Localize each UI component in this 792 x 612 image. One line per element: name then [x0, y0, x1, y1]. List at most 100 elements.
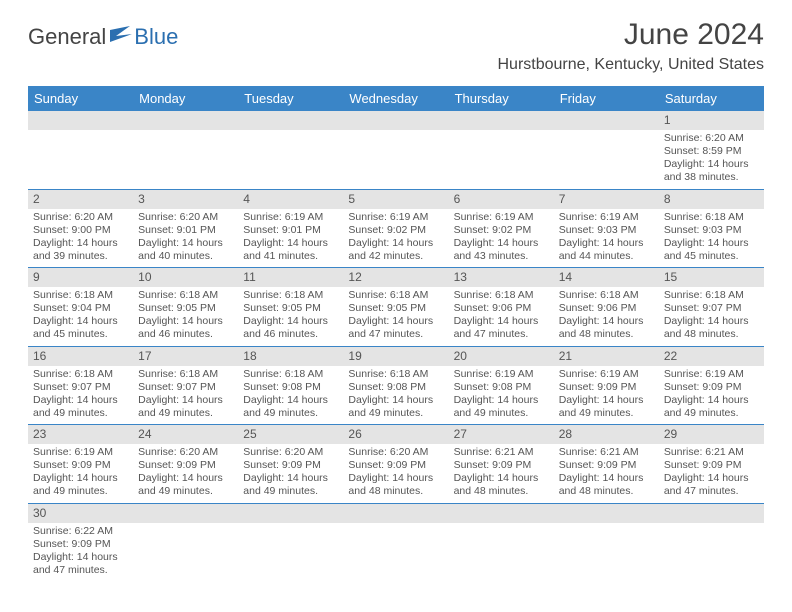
calendar-cell: 14Sunrise: 6:18 AMSunset: 9:06 PMDayligh… [554, 268, 659, 347]
calendar-body: 1Sunrise: 6:20 AMSunset: 8:59 PMDaylight… [28, 111, 764, 581]
calendar-cell: 4Sunrise: 6:19 AMSunset: 9:01 PMDaylight… [238, 189, 343, 268]
day-content: Sunrise: 6:20 AMSunset: 9:00 PMDaylight:… [28, 209, 133, 268]
sunset-label: Sunset: [559, 302, 595, 314]
sunrise-line: Sunrise: 6:18 AM [138, 289, 233, 302]
calendar-cell: 23Sunrise: 6:19 AMSunset: 9:09 PMDayligh… [28, 425, 133, 504]
day-content: Sunrise: 6:20 AMSunset: 9:01 PMDaylight:… [133, 209, 238, 268]
day-number: 14 [559, 270, 572, 284]
daylight-line: Daylight: 14 hours and 49 minutes. [138, 394, 233, 420]
day-content: Sunrise: 6:22 AMSunset: 9:09 PMDaylight:… [28, 523, 133, 582]
sunrise-label: Sunrise: [348, 211, 387, 223]
day-number-row [343, 504, 448, 523]
sunrise-line: Sunrise: 6:19 AM [33, 446, 128, 459]
sunrise-value: 6:19 AM [705, 368, 744, 380]
month-title: June 2024 [497, 18, 764, 52]
daylight-line: Daylight: 14 hours and 48 minutes. [559, 472, 654, 498]
day-number-row [28, 111, 133, 130]
daylight-label: Daylight: [664, 237, 705, 249]
logo-flag-icon [110, 26, 132, 42]
calendar-cell: 9Sunrise: 6:18 AMSunset: 9:04 PMDaylight… [28, 268, 133, 347]
sunset-label: Sunset: [243, 224, 279, 236]
sunrise-line: Sunrise: 6:21 AM [454, 446, 549, 459]
sunset-label: Sunset: [559, 459, 595, 471]
sunrise-label: Sunrise: [348, 289, 387, 301]
day-content: Sunrise: 6:18 AMSunset: 9:05 PMDaylight:… [133, 287, 238, 346]
day-number: 27 [454, 427, 467, 441]
calendar-cell: 26Sunrise: 6:20 AMSunset: 9:09 PMDayligh… [343, 425, 448, 504]
sunset-line: Sunset: 9:07 PM [664, 302, 759, 315]
calendar-cell: 16Sunrise: 6:18 AMSunset: 9:07 PMDayligh… [28, 346, 133, 425]
calendar-cell [449, 111, 554, 189]
sunrise-value: 6:18 AM [285, 289, 324, 301]
sunrise-line: Sunrise: 6:19 AM [348, 211, 443, 224]
calendar-cell [133, 503, 238, 581]
sunrise-value: 6:19 AM [600, 211, 639, 223]
day-number-row: 23 [28, 425, 133, 444]
daylight-label: Daylight: [664, 472, 705, 484]
sunset-label: Sunset: [33, 459, 69, 471]
sunset-label: Sunset: [559, 381, 595, 393]
daylight-line: Daylight: 14 hours and 41 minutes. [243, 237, 338, 263]
sunrise-value: 6:18 AM [600, 289, 639, 301]
calendar-cell: 27Sunrise: 6:21 AMSunset: 9:09 PMDayligh… [449, 425, 554, 504]
sunrise-line: Sunrise: 6:20 AM [138, 211, 233, 224]
daylight-line: Daylight: 14 hours and 49 minutes. [243, 472, 338, 498]
weekday-header: Sunday [28, 86, 133, 111]
daylight-label: Daylight: [454, 394, 495, 406]
calendar-cell [28, 111, 133, 189]
daylight-label: Daylight: [138, 237, 179, 249]
sunset-line: Sunset: 9:01 PM [138, 224, 233, 237]
sunrise-value: 6:20 AM [705, 132, 744, 144]
calendar-cell [659, 503, 764, 581]
daylight-label: Daylight: [243, 394, 284, 406]
daylight-line: Daylight: 14 hours and 49 minutes. [138, 472, 233, 498]
sunrise-label: Sunrise: [559, 446, 598, 458]
sunrise-label: Sunrise: [559, 368, 598, 380]
sunset-label: Sunset: [243, 302, 279, 314]
sunrise-line: Sunrise: 6:19 AM [664, 368, 759, 381]
calendar-cell [343, 111, 448, 189]
calendar-cell: 7Sunrise: 6:19 AMSunset: 9:03 PMDaylight… [554, 189, 659, 268]
day-number-row: 5 [343, 190, 448, 209]
calendar-week-row: 30Sunrise: 6:22 AMSunset: 9:09 PMDayligh… [28, 503, 764, 581]
sunrise-value: 6:19 AM [495, 211, 534, 223]
sunset-label: Sunset: [348, 224, 384, 236]
day-number: 6 [454, 192, 461, 206]
day-content: Sunrise: 6:18 AMSunset: 9:07 PMDaylight:… [659, 287, 764, 346]
calendar-cell [554, 503, 659, 581]
sunrise-value: 6:18 AM [495, 289, 534, 301]
sunrise-line: Sunrise: 6:20 AM [664, 132, 759, 145]
sunrise-value: 6:20 AM [285, 446, 324, 458]
day-number: 26 [348, 427, 361, 441]
sunrise-line: Sunrise: 6:20 AM [348, 446, 443, 459]
day-content: Sunrise: 6:21 AMSunset: 9:09 PMDaylight:… [659, 444, 764, 503]
day-number-row: 6 [449, 190, 554, 209]
day-content [133, 523, 238, 573]
day-content [28, 130, 133, 180]
day-number: 28 [559, 427, 572, 441]
calendar-cell: 17Sunrise: 6:18 AMSunset: 9:07 PMDayligh… [133, 346, 238, 425]
sunset-value: 9:09 PM [387, 459, 426, 471]
sunrise-line: Sunrise: 6:18 AM [348, 289, 443, 302]
day-number-row: 18 [238, 347, 343, 366]
sunset-label: Sunset: [664, 381, 700, 393]
day-number-row [238, 504, 343, 523]
sunset-value: 9:05 PM [387, 302, 426, 314]
day-number-row [449, 504, 554, 523]
sunrise-value: 6:18 AM [705, 211, 744, 223]
sunset-value: 9:05 PM [282, 302, 321, 314]
calendar-cell: 28Sunrise: 6:21 AMSunset: 9:09 PMDayligh… [554, 425, 659, 504]
daylight-line: Daylight: 14 hours and 47 minutes. [348, 315, 443, 341]
calendar-cell: 13Sunrise: 6:18 AMSunset: 9:06 PMDayligh… [449, 268, 554, 347]
calendar-cell: 18Sunrise: 6:18 AMSunset: 9:08 PMDayligh… [238, 346, 343, 425]
sunrise-label: Sunrise: [243, 289, 282, 301]
sunrise-label: Sunrise: [33, 289, 72, 301]
sunset-value: 9:08 PM [282, 381, 321, 393]
calendar-cell: 22Sunrise: 6:19 AMSunset: 9:09 PMDayligh… [659, 346, 764, 425]
daylight-line: Daylight: 14 hours and 47 minutes. [454, 315, 549, 341]
sunrise-label: Sunrise: [33, 446, 72, 458]
sunrise-value: 6:19 AM [390, 211, 429, 223]
sunrise-value: 6:21 AM [495, 446, 534, 458]
sunset-line: Sunset: 9:01 PM [243, 224, 338, 237]
sunrise-value: 6:19 AM [600, 368, 639, 380]
